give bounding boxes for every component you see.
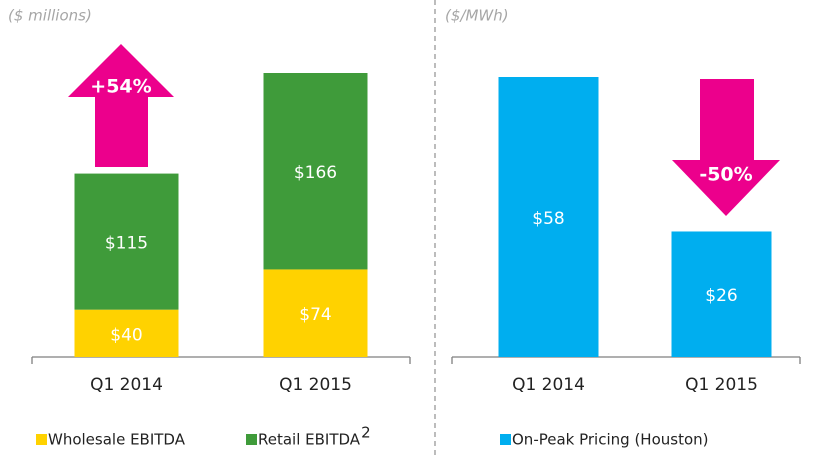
- bar: [74, 173, 179, 310]
- bar: [671, 231, 772, 357]
- value-label: $115: [105, 234, 148, 254]
- down-arrow: [672, 79, 780, 216]
- x-tick-label: Q1 2014: [90, 375, 163, 395]
- value-label: $166: [294, 163, 337, 183]
- x-tick-label: Q1 2015: [685, 375, 758, 395]
- bar: [498, 77, 599, 357]
- x-tick-label: Q1 2014: [512, 375, 585, 395]
- legend-swatch: [36, 434, 47, 445]
- legend-swatch: [500, 434, 511, 445]
- value-label: $74: [299, 305, 331, 325]
- bar: [74, 309, 179, 357]
- up-arrow: [68, 44, 174, 167]
- value-label: $26: [705, 286, 737, 306]
- legend-label: Wholesale EBITDA: [48, 431, 186, 449]
- value-label: $58: [532, 209, 564, 229]
- annotation: -50%: [699, 164, 752, 186]
- subtitle: ($ millions): [8, 7, 92, 25]
- legend-swatch: [246, 434, 257, 445]
- value-label: $40: [110, 325, 142, 345]
- bar: [263, 73, 368, 270]
- legend-label: On-Peak Pricing (Houston): [512, 431, 709, 449]
- annotation: +54%: [90, 76, 151, 98]
- legend-label: Retail EBITDA: [258, 431, 361, 449]
- subtitle: ($/MWh): [445, 7, 509, 25]
- bar: [263, 269, 368, 357]
- legend-footnote: 2: [361, 424, 371, 442]
- x-tick-label: Q1 2015: [279, 375, 352, 395]
